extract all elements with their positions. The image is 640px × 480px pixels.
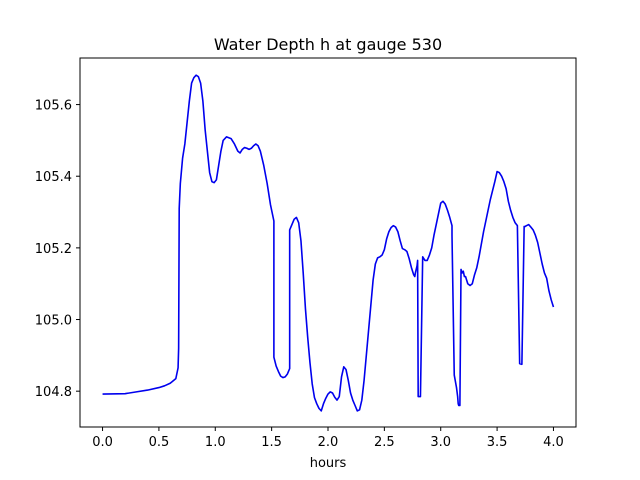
x-tick-label: 4.0 xyxy=(543,435,564,450)
y-tick-label: 105.2 xyxy=(35,242,72,257)
x-tick-label: 2.0 xyxy=(318,435,339,450)
x-tick-label: 3.0 xyxy=(430,435,451,450)
y-tick-label: 105.4 xyxy=(35,170,72,185)
series-line-0 xyxy=(102,74,555,412)
x-tick-label: 1.0 xyxy=(205,435,226,450)
x-tick-label: 0.5 xyxy=(149,435,170,450)
plot-area xyxy=(102,74,555,412)
x-tick-label: 3.5 xyxy=(487,435,508,450)
y-tick-label: 105.6 xyxy=(35,99,72,114)
axis-ticks: 0.0 0.5 1.0 1.5 2.0 2.5 3.0 3.5 4.0 104.8 105.0 105… xyxy=(35,99,564,450)
x-tick-label: 2.5 xyxy=(374,435,395,450)
chart-title: Water Depth h at gauge 530 xyxy=(214,35,442,54)
x-tick-label: 1.5 xyxy=(261,435,282,450)
x-tick-label: 0.0 xyxy=(92,435,113,450)
y-tick-label: 104.8 xyxy=(35,385,72,400)
axes-frame xyxy=(79,57,577,428)
y-tick-label: 105.0 xyxy=(35,314,72,329)
x-axis-label: hours xyxy=(310,456,347,471)
